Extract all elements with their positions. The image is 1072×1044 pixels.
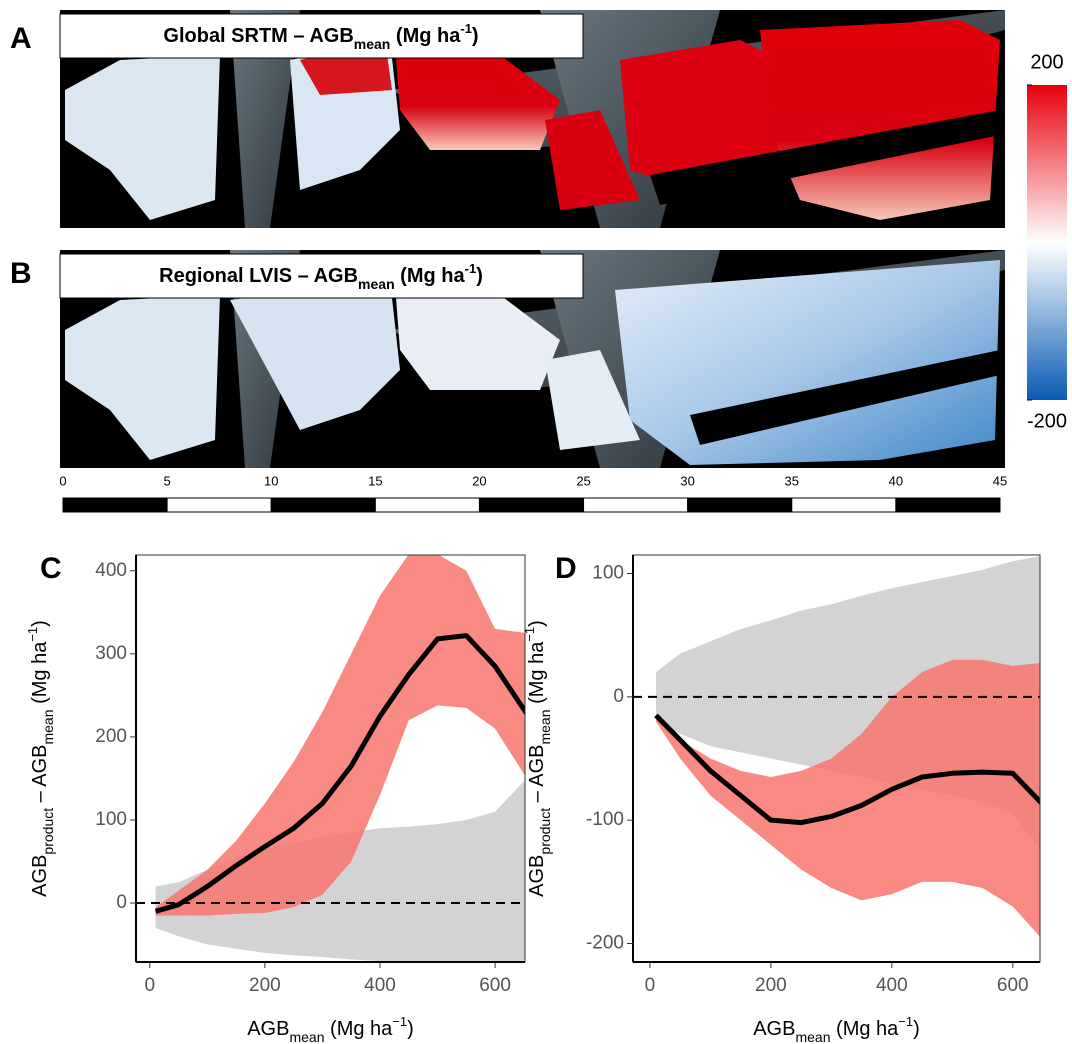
- label-part: AGB: [526, 855, 548, 897]
- label-part: −1: [25, 627, 40, 642]
- scalebar-label: 35: [785, 473, 799, 488]
- scalebar-label: 5: [163, 473, 170, 488]
- map-title-box: [59, 13, 584, 59]
- label-part: ): [526, 620, 548, 627]
- y-tick-label: 400: [95, 560, 127, 581]
- x-axis-label: AGBmean (Mg ha−1): [753, 1014, 920, 1044]
- label-part: mean: [537, 709, 553, 744]
- label-part: −1: [898, 1014, 913, 1029]
- label-part: (Mg ha: [830, 1018, 899, 1040]
- scalebar-label: 20: [472, 473, 486, 488]
- label-part: mean: [40, 709, 56, 744]
- label-part: – AGB: [526, 745, 548, 808]
- label-part: ): [407, 1018, 414, 1040]
- label-part: product: [537, 808, 553, 855]
- scalebar-segment: [62, 497, 168, 513]
- scalebar-label: 10: [264, 473, 278, 488]
- scalebar-label: 30: [680, 473, 694, 488]
- label-part: AGB: [247, 1018, 289, 1040]
- band: [655, 659, 1040, 937]
- y-tick-label: 0: [613, 686, 624, 707]
- panel-label: A: [10, 22, 32, 55]
- x-tick-label: 0: [645, 975, 656, 996]
- y-tick-label: 0: [116, 892, 127, 913]
- colorbar-label: 200: [1030, 51, 1063, 73]
- y-axis-label: AGBproduct – AGBmean (Mg ha−1): [25, 620, 56, 897]
- x-axis-label: AGBmean (Mg ha−1): [247, 1014, 414, 1044]
- x-tick-label: 200: [755, 975, 787, 996]
- label-part: ): [29, 620, 51, 627]
- label-part: −1: [392, 1014, 407, 1029]
- label-part: (Mg ha: [324, 1018, 393, 1040]
- scalebar-segment: [166, 497, 272, 513]
- label-part: ): [913, 1018, 920, 1040]
- panel-label: C: [40, 552, 62, 585]
- scalebar-segment: [687, 497, 793, 513]
- label-part: (Mg ha: [29, 641, 51, 710]
- scalebar-segment: [374, 497, 480, 513]
- x-tick-label: 600: [997, 975, 1029, 996]
- label-part: – AGB: [29, 745, 51, 808]
- scalebar-segment: [270, 497, 376, 513]
- x-tick-label: 600: [479, 975, 511, 996]
- map-title-box: [59, 253, 584, 299]
- y-tick-label: 100: [592, 563, 624, 584]
- y-tick-label: 200: [95, 726, 127, 747]
- label-part: −1: [522, 627, 537, 642]
- map-title: Global SRTM – AGBmean (Mg ha-1): [163, 21, 478, 52]
- scalebar-label: 45: [993, 473, 1007, 488]
- label-part: (Mg ha: [526, 641, 548, 710]
- label-part: mean: [795, 1029, 830, 1044]
- scalebar-segment: [478, 497, 585, 513]
- label-part: AGB: [29, 855, 51, 897]
- x-tick-label: 400: [364, 975, 396, 996]
- label-part: mean: [289, 1029, 324, 1044]
- y-tick-label: -100: [586, 809, 624, 830]
- scalebar-label: 25: [576, 473, 590, 488]
- scalebar-label: 40: [889, 473, 903, 488]
- label-part: product: [40, 808, 56, 855]
- scalebar-segment: [791, 497, 897, 513]
- mean-line: [154, 633, 525, 914]
- scalebar-segment: [895, 497, 1001, 513]
- y-tick-label: -200: [586, 933, 624, 954]
- x-tick-label: 200: [249, 975, 281, 996]
- panel-label: B: [10, 257, 32, 290]
- label-part: AGB: [753, 1018, 795, 1040]
- x-tick-label: 400: [876, 975, 908, 996]
- scalebar-label: 0: [59, 473, 66, 488]
- y-tick-label: 300: [95, 643, 127, 664]
- scalebar-segment: [583, 497, 689, 513]
- colorbar: [1027, 85, 1067, 400]
- mean-line: [654, 713, 1040, 826]
- y-tick-label: 100: [95, 809, 127, 830]
- colorbar-label: -200: [1027, 410, 1067, 432]
- y-axis-label: AGBproduct – AGBmean (Mg ha−1): [522, 620, 553, 897]
- scalebar-label: 15: [368, 473, 382, 488]
- x-tick-label: 0: [145, 975, 156, 996]
- map-title: Regional LVIS – AGBmean (Mg ha-1): [159, 261, 483, 292]
- panel-label: D: [555, 552, 577, 585]
